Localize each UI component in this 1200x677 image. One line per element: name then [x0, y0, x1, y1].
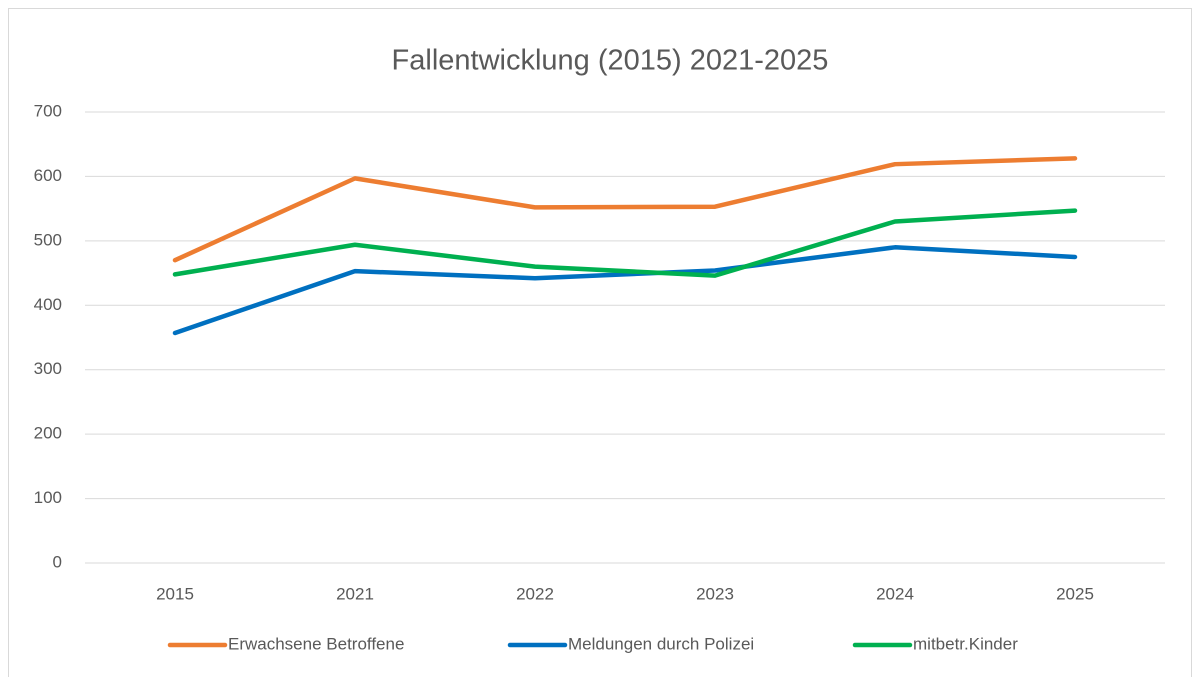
y-tick-label: 700: [34, 101, 62, 120]
y-tick-label: 500: [34, 230, 62, 249]
legend-label: mitbetr.Kinder: [913, 634, 1018, 653]
x-tick-label: 2015: [156, 584, 194, 603]
y-tick-label: 200: [34, 424, 62, 443]
line-series: [172, 245, 1078, 336]
x-tick-label: 2021: [336, 584, 374, 603]
legend-label: Meldungen durch Polizei: [568, 634, 754, 653]
x-tick-label: 2024: [876, 584, 914, 603]
x-tick-label: 2022: [516, 584, 554, 603]
chart-border: [8, 8, 1192, 677]
legend-label: Erwachsene Betroffene: [228, 634, 404, 653]
y-tick-label: 400: [34, 295, 62, 314]
x-tick-label: 2025: [1056, 584, 1094, 603]
y-tick-label: 100: [34, 488, 62, 507]
y-tick-label: 300: [34, 359, 62, 378]
line-series: [172, 156, 1078, 263]
y-tick-label: 0: [53, 552, 62, 571]
y-tick-label: 600: [34, 166, 62, 185]
chart-title: Fallentwicklung (2015) 2021-2025: [392, 45, 829, 77]
x-tick-label: 2023: [696, 584, 734, 603]
line-series: [172, 208, 1078, 278]
